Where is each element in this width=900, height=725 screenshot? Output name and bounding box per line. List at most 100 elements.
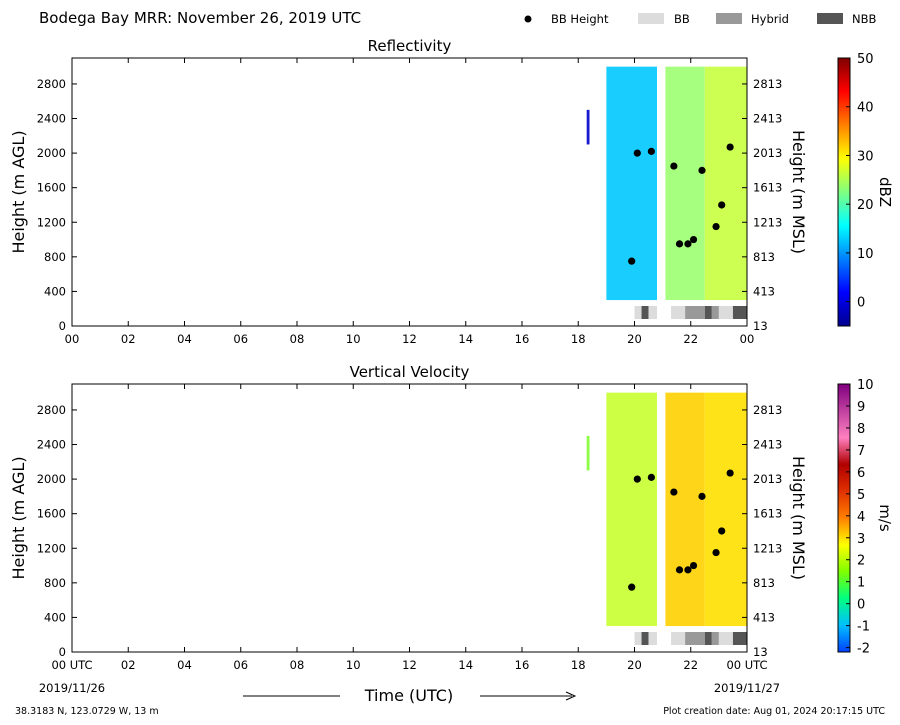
y-tick-label: 1200	[37, 541, 66, 555]
y-tick-label: 800	[44, 250, 66, 264]
legend-label-nbb: NBB	[852, 12, 876, 26]
data-segment	[665, 392, 705, 627]
bb-height-point	[684, 240, 692, 248]
x-tick-label: 12	[402, 332, 417, 346]
bb-height-point	[670, 488, 678, 496]
colorbar-tick-label: -2	[857, 642, 870, 657]
x-tick-label: 04	[177, 658, 192, 672]
legend-swatch-nbb	[817, 13, 843, 24]
colorbar-tick-label: 50	[857, 52, 874, 67]
bb-height-point	[712, 222, 720, 231]
bb-height-point	[633, 475, 641, 483]
location-text: 38.3183 N, 123.0729 W, 13 m	[15, 706, 159, 717]
colorbar-label: m/s	[876, 504, 894, 532]
bb-height-point	[670, 162, 678, 170]
y-right-tick-label: 13	[753, 645, 768, 659]
y-tick-label: 1600	[37, 507, 66, 521]
bb-height-point	[726, 143, 734, 151]
y-right-tick-label: 2413	[753, 438, 782, 452]
y-right-tick-label: 813	[753, 576, 775, 590]
bb-height-point	[689, 235, 698, 244]
legend-label-hybrid: Hybrid	[751, 12, 789, 26]
bb-type-block	[685, 632, 705, 645]
colorbar-tick-label: 8	[857, 422, 865, 437]
figure-title: Bodega Bay MRR: November 26, 2019 UTC	[39, 9, 361, 27]
y-tick-label: 2800	[37, 403, 66, 417]
x-tick-label: 02	[121, 332, 136, 346]
legend-swatch-bb	[638, 13, 664, 24]
bb-height-point	[718, 527, 726, 535]
bb-type-block	[704, 306, 712, 319]
bb-height-point	[647, 473, 655, 481]
y-right-tick-label: 13	[753, 319, 768, 333]
y-right-tick-label: 2813	[753, 77, 782, 91]
x-tick-label: 18	[571, 658, 586, 672]
panel-title: Reflectivity	[368, 37, 452, 55]
colorbar-tick-label: 20	[857, 198, 874, 213]
bb-type-block	[718, 632, 733, 645]
bb-height-point	[698, 166, 706, 174]
bb-type-block	[634, 306, 642, 319]
x-tick-label: 10	[346, 332, 361, 346]
bb-type-block	[641, 632, 649, 645]
y-right-tick-label: 1213	[753, 541, 782, 555]
y-tick-label: 2000	[37, 146, 66, 160]
x-tick-label: 14	[458, 332, 473, 346]
x-tick-label: 00 UTC	[726, 658, 767, 672]
bb-type-block	[671, 632, 686, 645]
y-axis-label: Height (m AGL)	[9, 130, 28, 253]
bb-height-point	[628, 583, 636, 591]
data-segment	[704, 392, 747, 627]
x-tick-label: 16	[515, 658, 530, 672]
bb-height-point	[684, 566, 692, 574]
x-tick-label: 00	[65, 332, 80, 346]
x-tick-label: 22	[683, 658, 698, 672]
x-tick-label: 00	[740, 332, 755, 346]
bb-height-point	[718, 201, 726, 209]
x-tick-label: 18	[571, 332, 586, 346]
y-tick-label: 400	[44, 284, 66, 298]
bb-height-point	[712, 548, 720, 557]
x-tick-label: 02	[121, 658, 136, 672]
bb-type-block	[648, 306, 657, 319]
colorbar-tick-label: 10	[857, 378, 874, 393]
y-tick-label: 0	[59, 319, 66, 333]
x-tick-label: 10	[346, 658, 361, 672]
bb-height-point	[698, 492, 706, 500]
y-tick-label: 2400	[37, 438, 66, 452]
data-segment	[606, 392, 657, 627]
colorbar-tick-label: 40	[857, 101, 874, 116]
colorbar-tick-label: -1	[857, 620, 870, 635]
bb-type-block	[711, 306, 719, 319]
y-right-tick-label: 1213	[753, 215, 782, 229]
colorbar-tick-label: 0	[857, 296, 865, 311]
y-tick-label: 1200	[37, 215, 66, 229]
y-tick-label: 0	[59, 645, 66, 659]
y-tick-label: 1600	[37, 181, 66, 195]
x-tick-label: 14	[458, 658, 473, 672]
data-segment	[704, 66, 747, 301]
x-axis-label: Time (UTC)	[364, 686, 453, 705]
data-segment	[665, 66, 705, 301]
bb-height-point	[675, 566, 684, 574]
bb-height-point	[633, 149, 641, 157]
y-right-tick-label: 2013	[753, 146, 782, 160]
y-tick-label: 2400	[37, 112, 66, 126]
colorbar-tick-label: 10	[857, 247, 874, 262]
bb-height-point	[647, 147, 655, 155]
bb-type-block	[718, 306, 733, 319]
x-tick-label: 08	[290, 658, 305, 672]
y-axis-right-label: Height (m MSL)	[789, 456, 808, 580]
y-tick-label: 400	[44, 610, 66, 624]
panel-title: Vertical Velocity	[350, 363, 470, 381]
x-tick-label: 08	[290, 332, 305, 346]
x-tick-label: 22	[683, 332, 698, 346]
y-tick-label: 2800	[37, 77, 66, 91]
x-tick-label: 20	[627, 332, 642, 346]
figure-legend: BB Height BB Hybrid NBB	[524, 12, 876, 26]
x-tick-label: 00 UTC	[51, 658, 92, 672]
colorbar-tick-label: 4	[857, 510, 865, 525]
colorbar-tick-label: 2	[857, 554, 865, 569]
